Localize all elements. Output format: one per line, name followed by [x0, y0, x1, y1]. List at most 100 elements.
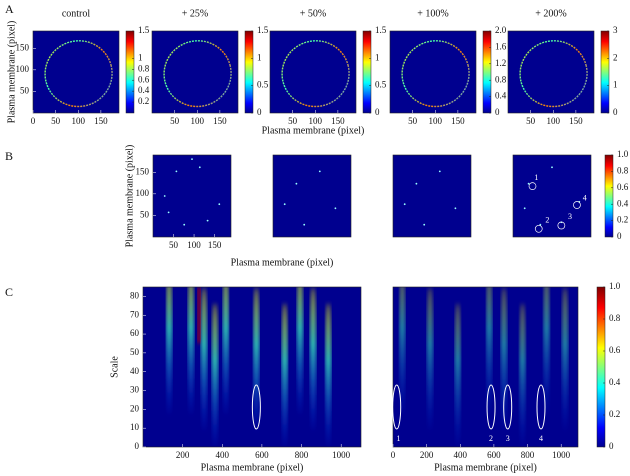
colorbar-tick-label: 0: [375, 107, 380, 117]
x-tick-label: 100: [309, 116, 323, 126]
annotation-label: 3: [568, 212, 572, 221]
spot: [423, 223, 426, 226]
annotation-circle: [528, 182, 537, 191]
y-tick-label: 100: [136, 188, 150, 198]
y-axis-label: Scale: [109, 356, 120, 378]
chart-title: + 50%: [300, 8, 326, 19]
x-tick-label: 600: [255, 450, 269, 460]
y-axis-label: Plasma membrane (pixel): [124, 145, 135, 248]
colorbar: [482, 30, 492, 114]
y-tick-label: 150: [136, 166, 150, 176]
frame: [392, 154, 472, 238]
scale-streak: [296, 287, 303, 415]
scale-streak: [543, 287, 550, 415]
frame: [152, 154, 232, 238]
scale-streak: [211, 303, 218, 447]
heatmap-bg: [513, 155, 591, 237]
spot: [295, 182, 298, 185]
colorbar-tick-label: 0: [613, 107, 618, 117]
scale-streak: [166, 287, 173, 415]
spot: [191, 158, 193, 161]
x-tick-label: 0: [31, 116, 36, 126]
y-tick-label: 40: [130, 366, 140, 376]
annotation-label: 4: [583, 193, 587, 202]
x-tick-label: 150: [208, 240, 222, 250]
annotation-label: 2: [489, 434, 493, 443]
spot: [438, 170, 441, 173]
chart-title: + 25%: [182, 8, 208, 19]
x-tick-label: 150: [331, 116, 345, 126]
x-tick-label: 100: [547, 116, 561, 126]
heatmap-image: [163, 40, 232, 108]
frame: [151, 30, 239, 114]
annotation-ellipse: [392, 384, 402, 430]
scale-streak: [562, 287, 569, 431]
colorbar-tick-label: 1: [257, 52, 262, 62]
x-tick-label: 200: [420, 450, 434, 460]
colorbar-tick-label: 1.0: [609, 281, 621, 291]
colorbar-tick-label: 1: [375, 52, 380, 62]
frame: [507, 30, 595, 114]
y-tick-label: 10: [130, 422, 140, 432]
scale-streak: [427, 287, 433, 431]
x-tick-label: 1000: [332, 450, 351, 460]
colorbar-tick-label: 0.6: [609, 345, 621, 355]
x-tick-label: 200: [176, 450, 190, 460]
spot: [454, 207, 457, 210]
colorbar-tick-label: 0.8: [138, 63, 150, 73]
colorbar: [244, 30, 254, 114]
heatmap-bg: [393, 155, 471, 237]
colorbar-tick-label: 0: [609, 441, 614, 451]
annotation-label: 1: [534, 173, 538, 182]
x-axis-label: Plasma membrane (pixel): [201, 462, 304, 473]
scale-streak: [201, 287, 208, 431]
heatmap-bg: [508, 31, 594, 113]
spot: [403, 203, 406, 206]
heatmap-image: [44, 40, 113, 108]
x-tick-label: 50: [526, 116, 536, 126]
y-axis-label: Plasma membrane (pixel): [6, 21, 17, 124]
spot: [167, 211, 170, 214]
y-tick-label: 60: [130, 328, 140, 338]
spot: [206, 219, 209, 222]
x-tick-label: 600: [487, 450, 501, 460]
heatmap-image: [519, 40, 588, 108]
colorbar-tick-label: 0: [257, 107, 262, 117]
annotation-circle: [534, 224, 543, 233]
x-tick-label: 400: [216, 450, 230, 460]
annotation-ellipse: [486, 384, 496, 430]
heatmap-bg: [152, 31, 238, 113]
spot: [415, 182, 418, 185]
heatmap-bg: [393, 287, 578, 447]
y-tick-label: 30: [130, 385, 140, 395]
y-tick-label: 20: [130, 403, 140, 413]
scale-streak: [253, 287, 260, 431]
colorbar-tick-label: 0.5: [257, 80, 269, 90]
scale-streak: [399, 287, 406, 415]
scale-streak: [187, 287, 194, 415]
scale-streak: [325, 303, 332, 447]
heatmap-image: [403, 170, 457, 226]
heatmap-image: [166, 287, 332, 447]
chart-title: + 100%: [417, 8, 448, 19]
peak: [197, 287, 201, 343]
spot: [527, 182, 530, 185]
x-tick-label: 1000: [552, 450, 571, 460]
spot: [334, 207, 337, 210]
annotation-circle: [573, 201, 581, 209]
membrane-ring: [163, 40, 232, 108]
x-axis-label: Plasma membrane (pixel): [262, 125, 365, 136]
colorbar-tick-label: 0: [495, 107, 500, 117]
annotation-label: 3: [506, 434, 510, 443]
membrane-ring: [281, 40, 350, 108]
scale-streak: [281, 303, 288, 447]
colorbar-tick-label: 0.4: [617, 198, 629, 208]
annotation-label: 4: [539, 434, 543, 443]
frame: [392, 286, 579, 448]
spot: [218, 203, 221, 206]
heatmap-image: [283, 170, 337, 226]
scale-streak: [222, 287, 229, 415]
colorbar: [600, 30, 610, 114]
annotation-ellipse: [536, 384, 546, 430]
